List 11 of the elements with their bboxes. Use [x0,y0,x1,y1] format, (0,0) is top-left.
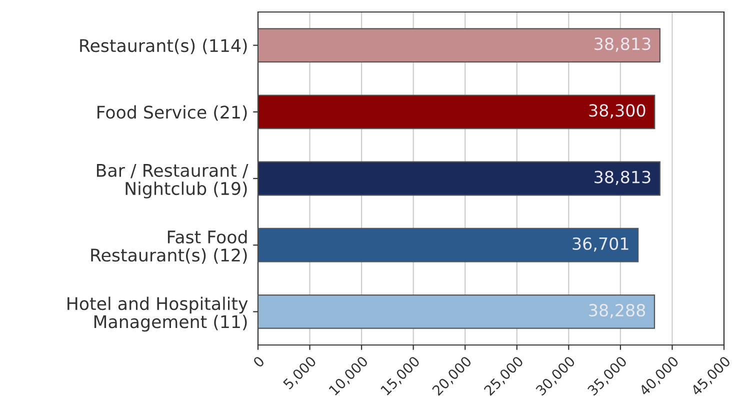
data-label: 38,288 [589,304,646,318]
y-tick-label: Bar / Restaurant / Nightclub (19) [97,164,248,198]
y-tick-label: Restaurant(s) (114) [80,38,247,54]
y-tick-label: Hotel and Hospitality Management (11) [68,296,248,332]
y-tick-label: Fast Food Restaurant(s) (12) [91,230,247,264]
data-label: 38,813 [594,170,650,186]
x-tick-label: 0 [252,356,265,368]
data-label: 38,300 [589,104,646,118]
y-tick-label: Food Service (21) [98,105,247,121]
data-label: 36,701 [572,237,628,252]
data-label: 38,813 [594,38,650,52]
